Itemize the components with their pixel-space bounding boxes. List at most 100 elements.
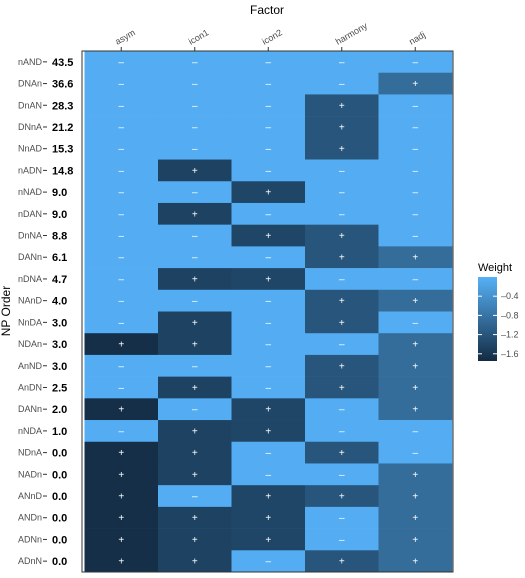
row-value-label: 36.6	[52, 79, 73, 91]
cell-sign: +	[412, 79, 418, 90]
row-order-label: NADn	[18, 469, 42, 479]
heatmap-cell	[305, 116, 379, 139]
heatmap-cell	[231, 159, 306, 182]
cell-sign: –	[265, 166, 271, 177]
cell-sign: –	[339, 426, 345, 437]
cell-sign: +	[339, 383, 345, 394]
row-value-label: 0.0	[52, 556, 67, 568]
cell-sign: –	[192, 101, 198, 112]
heatmap-cell	[378, 376, 453, 399]
heatmap-cell	[305, 72, 379, 95]
row-order-label: ANnD	[18, 491, 43, 501]
heatmap-cell	[158, 376, 232, 399]
heatmap-cell	[231, 137, 306, 160]
heatmap-cell	[378, 463, 453, 486]
cell-sign: +	[265, 231, 271, 242]
heatmap-cell	[231, 420, 306, 443]
cell-sign: –	[192, 79, 198, 90]
heatmap-cell	[158, 311, 232, 334]
heatmap-cell	[305, 354, 379, 377]
cell-sign: –	[265, 144, 271, 155]
row-order-label: NnDA	[18, 317, 42, 327]
cell-sign: +	[192, 557, 198, 568]
cell-sign: –	[265, 57, 271, 68]
heatmap-cell	[378, 116, 453, 139]
row-value-label: 14.8	[52, 165, 73, 177]
row-value-label: 21.2	[52, 122, 73, 134]
row-order-label: nADN	[18, 165, 42, 175]
heatmap-cell	[84, 376, 159, 399]
heatmap-cell	[378, 94, 453, 117]
heatmap-cell	[231, 441, 306, 464]
legend-tick-label: –1.6	[501, 349, 519, 359]
cell-sign: +	[412, 557, 418, 568]
cell-sign: –	[118, 318, 124, 329]
heatmap-cell	[305, 420, 379, 443]
cell-sign: –	[192, 231, 198, 242]
heatmap-cell	[231, 51, 306, 74]
heatmap-cell	[378, 485, 453, 508]
row-value-label: 0.0	[52, 491, 67, 503]
cell-sign: +	[192, 274, 198, 285]
heatmap-cell	[231, 202, 306, 225]
cell-sign: –	[265, 209, 271, 220]
row-value-label: 3.0	[52, 361, 67, 373]
cell-sign: +	[192, 166, 198, 177]
heatmap-cell	[158, 181, 232, 204]
cell-sign: +	[339, 231, 345, 242]
cell-sign: –	[118, 231, 124, 242]
heatmap-cell	[378, 441, 453, 464]
cell-sign: –	[412, 188, 418, 199]
heatmap-cell	[305, 289, 379, 312]
cell-sign: –	[265, 557, 271, 568]
row-order-label: NAnD	[18, 296, 43, 306]
heatmap-cell	[231, 311, 306, 334]
row-value-label: 4.7	[52, 274, 67, 286]
y-axis-title: NP Order	[0, 286, 13, 336]
heatmap-cell	[158, 398, 232, 421]
row-value-label: 0.0	[52, 448, 67, 460]
heatmap-cell	[84, 94, 159, 117]
cell-sign: +	[265, 188, 271, 199]
heatmap-cell	[378, 311, 453, 334]
heatmap-cell	[158, 202, 232, 225]
cell-sign: –	[339, 57, 345, 68]
cell-sign: –	[265, 122, 271, 133]
row-order-label: DNnA	[18, 122, 42, 132]
heatmap-cell	[84, 224, 159, 247]
cell-sign: +	[265, 492, 271, 503]
cell-sign: –	[339, 166, 345, 177]
heatmap-cell	[158, 51, 232, 74]
row-value-label: 28.3	[52, 100, 73, 112]
heatmap-cell	[231, 398, 306, 421]
row-value-label: 8.8	[52, 231, 67, 243]
cell-sign: –	[412, 122, 418, 133]
cell-sign: –	[118, 296, 124, 307]
heatmap-cell	[84, 333, 159, 356]
cell-sign: –	[192, 405, 198, 416]
row-value-label: 9.0	[52, 209, 67, 221]
cell-sign: –	[118, 209, 124, 220]
cell-sign: –	[192, 122, 198, 133]
cell-sign: –	[118, 383, 124, 394]
heatmap-cell	[231, 528, 306, 551]
heatmap-cell	[158, 137, 232, 160]
heatmap-cell	[84, 441, 159, 464]
cell-sign: +	[265, 513, 271, 524]
cell-sign: +	[412, 383, 418, 394]
cell-sign: +	[192, 513, 198, 524]
heatmap-cell	[305, 94, 379, 117]
cell-sign: +	[192, 340, 198, 351]
cell-sign: +	[412, 361, 418, 372]
heatmap-cell	[158, 72, 232, 95]
cell-sign: –	[118, 101, 124, 112]
heatmap-cell	[378, 246, 453, 269]
cell-sign: –	[339, 535, 345, 546]
heatmap-cell	[378, 137, 453, 160]
heatmap-cell	[84, 246, 159, 269]
cell-sign: +	[339, 296, 345, 307]
row-value-label: 2.5	[52, 382, 67, 394]
cell-sign: +	[265, 535, 271, 546]
heatmap-cell	[305, 506, 379, 529]
